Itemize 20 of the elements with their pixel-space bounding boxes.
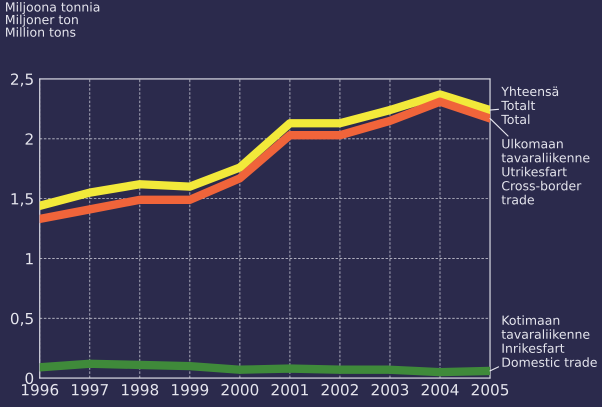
y-tick-label: 2,5 xyxy=(11,73,33,87)
y-axis-title: Miljoona tonnia Miljoner ton Million tons xyxy=(6,2,100,37)
x-tick-label: 1998 xyxy=(122,384,158,396)
x-tick-label: 1997 xyxy=(72,384,108,396)
x-tick-label: 1996 xyxy=(22,384,58,396)
y-tick-label: 1 xyxy=(26,253,33,264)
y-tick-label: 0,5 xyxy=(10,312,33,326)
series-label: Kotimaan tavaraliikenne Inrikesfart Domestic trade xyxy=(502,315,597,367)
x-tick-label: 1999 xyxy=(172,384,208,396)
y-tick-label: 1,5 xyxy=(12,193,33,206)
x-tick-label: 2005 xyxy=(472,384,508,396)
y-tick-label: 0 xyxy=(25,372,34,384)
x-tick-label: 2002 xyxy=(322,384,358,396)
x-tick-label: 2004 xyxy=(422,384,459,396)
series-label: Yhteensä Totalt Total xyxy=(501,86,558,124)
x-tick-label: 2001 xyxy=(272,384,308,396)
x-tick-label: 2003 xyxy=(372,384,408,396)
y-tick-label: 2 xyxy=(26,133,33,145)
series-label: Ulkomaan tavaraliikenne Utrikesfart Cross-border trade xyxy=(502,138,590,204)
x-tick-label: 2000 xyxy=(222,384,258,396)
